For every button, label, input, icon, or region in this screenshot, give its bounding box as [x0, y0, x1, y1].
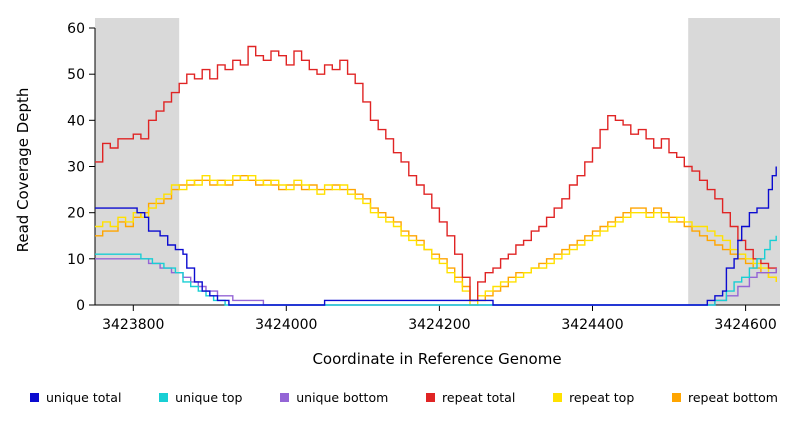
series-line-unique-total: [95, 166, 777, 306]
series-line-unique-top: [95, 235, 777, 306]
x-tick-label: 3424000: [255, 317, 317, 333]
x-tick-label: 3423800: [102, 317, 164, 333]
y-tick-label: 50: [67, 67, 85, 83]
y-tick-label: 20: [67, 206, 85, 222]
y-tick-label: 0: [76, 298, 85, 314]
y-axis-title: Read Coverage Depth: [14, 87, 32, 253]
coverage-plot: 3423800 3424000 3424200 3424400 3424600 0 10 20…: [67, 18, 780, 333]
shaded-region: [95, 18, 180, 305]
legend-item-unique-total: unique total: [30, 390, 121, 405]
legend-item-unique-top: unique top: [159, 390, 242, 405]
legend: unique total unique top unique bottom repea…: [30, 390, 778, 405]
legend-label: repeat top: [569, 390, 635, 405]
legend-label: unique top: [175, 390, 243, 405]
legend-item-repeat-top: repeat top: [553, 390, 634, 405]
legend-swatch: [30, 393, 39, 402]
legend-label: unique total: [46, 390, 122, 405]
legend-swatch: [159, 393, 169, 402]
legend-swatch: [280, 393, 290, 402]
y-tick-label: 30: [67, 160, 85, 176]
legend-label: repeat total: [442, 390, 516, 405]
legend-item-repeat-total: repeat total: [426, 390, 515, 405]
series-line-repeat-total: [95, 45, 777, 302]
y-tick-label: 60: [67, 21, 85, 37]
x-tick-label: 3424400: [561, 317, 623, 333]
x-axis-title: Coordinate in Reference Genome: [312, 350, 562, 368]
series-line-repeat-top: [95, 175, 777, 306]
legend-item-repeat-bottom: repeat bottom: [672, 390, 778, 405]
y-tick-label: 40: [67, 113, 85, 129]
legend-label: unique bottom: [296, 390, 389, 405]
legend-swatch: [672, 393, 681, 402]
legend-item-unique-bottom: unique bottom: [280, 390, 388, 405]
x-tick-label: 3424600: [714, 317, 776, 333]
chart-area: 3423800 3424000 3424200 3424400 3424600 0 10 20…: [14, 18, 780, 333]
legend-swatch: [426, 393, 436, 402]
legend-label: repeat bottom: [688, 390, 778, 405]
y-tick-label: 10: [67, 252, 85, 268]
x-tick-label: 3424200: [408, 317, 470, 333]
legend-swatch: [553, 393, 563, 402]
